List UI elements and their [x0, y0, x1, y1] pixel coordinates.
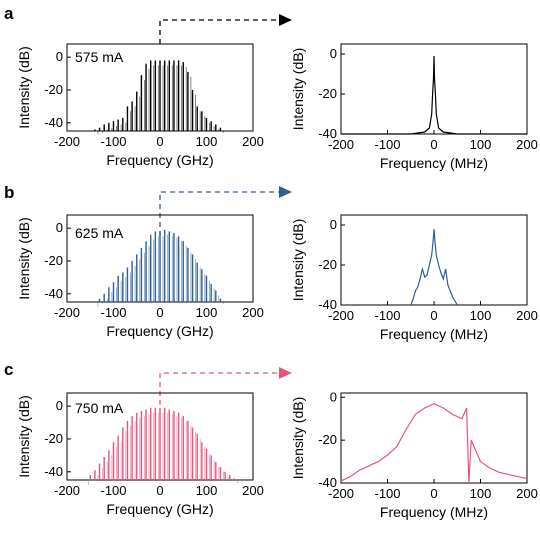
x-tick-label: -200: [328, 308, 354, 323]
x-tick-label: 100: [470, 308, 492, 323]
y-tick-label: 0: [330, 389, 337, 404]
y-tick-label: -20: [44, 82, 63, 97]
y-tick-label: 0: [330, 46, 337, 61]
x-tick-label: 200: [242, 305, 264, 320]
y-axis-label: Intensity (dB): [290, 48, 306, 130]
y-tick-label: -20: [44, 431, 63, 446]
y-tick-label: 0: [330, 217, 337, 232]
x-tick-label: -100: [374, 137, 400, 152]
x-tick-label: 100: [196, 305, 218, 320]
y-tick-label: -40: [44, 464, 63, 479]
y-axis-label: Intensity (dB): [16, 217, 32, 299]
x-tick-label: 100: [470, 137, 492, 152]
y-tick-label: -20: [318, 432, 337, 447]
chart-b-left: 625 mA -200 -100 0 100 200 0 -20 -40 Frequency (…: [16, 214, 264, 339]
x-axis-label: Frequency (GHz): [106, 323, 213, 339]
x-tick-label: -200: [54, 134, 80, 149]
y-tick-label: 0: [56, 49, 63, 64]
x-axis-label: Frequency (GHz): [106, 501, 213, 517]
arrowhead-c: [279, 367, 292, 379]
plot-frame: [340, 214, 528, 306]
x-tick-label: 200: [516, 486, 538, 501]
chart-b-right: -200 -100 0 100 200 0 -20 -40 Frequency (MHz) Int…: [290, 214, 538, 342]
x-axis-label: Frequency (MHz): [380, 504, 488, 520]
x-tick-label: 0: [430, 308, 437, 323]
y-tick-label: -20: [318, 86, 337, 101]
y-tick-label: 0: [56, 398, 63, 413]
connector-arrow-c: [159, 372, 287, 405]
x-tick-label: -200: [54, 305, 80, 320]
rf-spectrum-line: [341, 55, 527, 135]
y-tick-label: -40: [318, 475, 337, 490]
plot-frame: [340, 392, 528, 484]
y-tick-label: -20: [318, 257, 337, 272]
y-axis-label: Intensity (dB): [290, 397, 306, 479]
rf-spectrum-line: [340, 403, 528, 484]
row-b: b 625 mA -200 -100 0 100 2000-20-40Frequency…: [4, 183, 538, 342]
chart-c-left: 750 mA -200 -100 0 100 200 0 -20 -40 Frequency (…: [16, 392, 264, 517]
x-tick-label: 0: [156, 134, 163, 149]
x-axis-label: Frequency (GHz): [106, 152, 213, 168]
x-tick-label: -200: [328, 137, 354, 152]
y-axis-label: Intensity (dB): [16, 395, 32, 477]
x-tick-label: 0: [156, 483, 163, 498]
x-tick-label: 0: [430, 137, 437, 152]
y-tick-label: -40: [44, 286, 63, 301]
arrowhead-b: [279, 186, 292, 198]
chart-a-left: 575 mA -200 -100 0 100 200 0 -20 -40 Frequency (…: [16, 43, 264, 168]
y-axis-label: Intensity (dB): [290, 219, 306, 301]
x-tick-label: -200: [54, 483, 80, 498]
row-c: c 750 mA -200 -100 0 100 2000-20-40Frequency…: [4, 360, 538, 520]
rf-spectrum-line: [410, 228, 458, 306]
y-tick-label: -40: [318, 297, 337, 312]
y-tick-label: -40: [318, 126, 337, 141]
x-tick-label: 200: [242, 483, 264, 498]
y-tick-label: -20: [44, 253, 63, 268]
y-axis-label: Intensity (dB): [16, 46, 32, 128]
x-tick-label: 200: [242, 134, 264, 149]
row-a: a 575 mA -200 -100 0 100 2000-20-40Frequency…: [4, 4, 538, 171]
x-tick-label: 0: [156, 305, 163, 320]
x-tick-label: -100: [100, 134, 126, 149]
x-tick-label: -100: [374, 486, 400, 501]
x-axis-label: Frequency (MHz): [380, 155, 488, 171]
panel-label-b: b: [4, 183, 14, 202]
x-axis-label: Frequency (MHz): [380, 326, 488, 342]
current-annotation-b: 625 mA: [75, 225, 124, 241]
panel-label-c: c: [4, 360, 13, 379]
current-annotation-c: 750 mA: [75, 400, 124, 416]
x-tick-label: -100: [100, 305, 126, 320]
x-tick-label: 100: [196, 483, 218, 498]
current-annotation-a: 575 mA: [75, 49, 124, 65]
x-tick-label: 200: [516, 137, 538, 152]
x-tick-label: -200: [328, 486, 354, 501]
connector-arrow-a: [159, 19, 287, 44]
x-tick-label: 100: [196, 134, 218, 149]
x-tick-label: 100: [470, 486, 492, 501]
x-tick-label: 200: [516, 308, 538, 323]
x-tick-label: -100: [100, 483, 126, 498]
chart-a-right: -200 -100 0 100 200 0 -20 -40 Frequency (MHz) Int…: [290, 43, 538, 171]
x-tick-label: -100: [374, 308, 400, 323]
y-tick-label: -40: [44, 115, 63, 130]
chart-c-right: -200 -100 0 100 200 0 -20 -40 Frequency (MHz) Int…: [290, 389, 538, 520]
x-tick-label: 0: [430, 486, 437, 501]
arrowhead-a: [279, 14, 292, 26]
connector-arrow-b: [159, 191, 287, 236]
y-tick-label: 0: [56, 220, 63, 235]
panel-label-a: a: [4, 4, 14, 23]
